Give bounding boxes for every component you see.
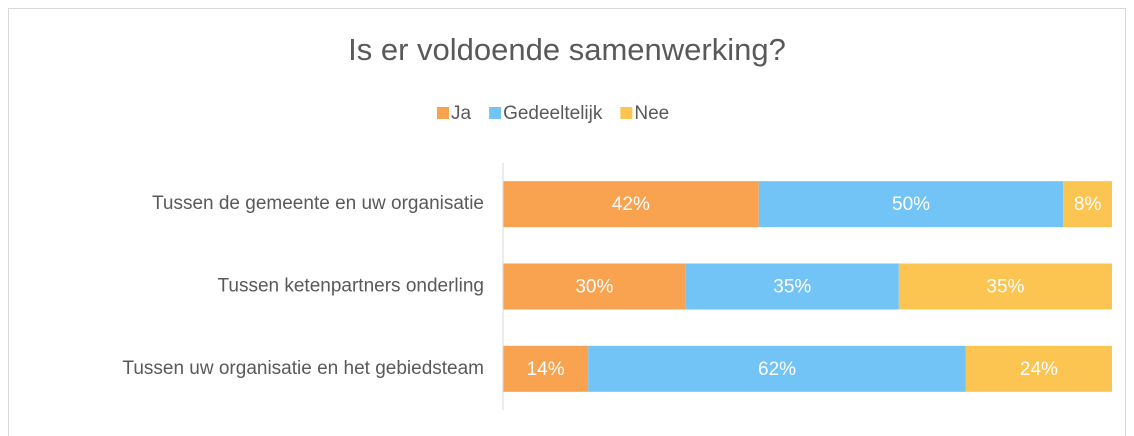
legend-label: Ja (451, 103, 472, 124)
bar-segment (1063, 181, 1112, 228)
data-label: 24% (1020, 359, 1058, 380)
bar-segment (965, 345, 1112, 392)
legend-swatch (489, 107, 502, 119)
data-label: 30% (575, 277, 613, 298)
chart-title: Is er voldoende samenwerking? (348, 32, 786, 67)
data-label: 62% (758, 359, 796, 380)
bar-segment (685, 263, 899, 310)
legend-swatch (437, 107, 449, 119)
legend-label: Nee (634, 103, 669, 124)
data-label: 35% (773, 277, 811, 298)
legend-swatch (620, 107, 633, 119)
y-tick-label: Tussen ketenpartners onderling (217, 276, 484, 297)
y-tick-label: Tussen uw organisatie en het gebiedsteam (122, 358, 484, 379)
bar-segment (503, 263, 686, 310)
data-label: 8% (1074, 194, 1102, 215)
bar-segment (588, 345, 966, 392)
data-label: 35% (986, 277, 1024, 298)
data-label: 50% (892, 194, 930, 215)
legend-label: Gedeeltelijk (503, 103, 603, 124)
data-label: 42% (612, 194, 650, 215)
y-tick-label: Tussen de gemeente en uw organisatie (152, 193, 484, 214)
bar-segment (898, 263, 1112, 310)
bar-segment (758, 181, 1064, 228)
data-label: 14% (527, 359, 565, 380)
bar-segment (503, 345, 589, 392)
bar-segment (503, 181, 759, 228)
